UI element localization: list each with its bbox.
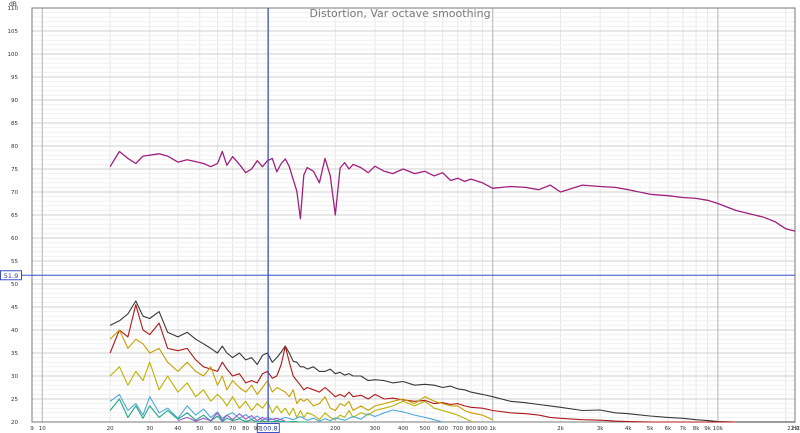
y-tick-label-0: 110 <box>8 6 19 12</box>
series-line-4 <box>109 361 472 422</box>
x-tick-label-23: 6k <box>665 426 672 432</box>
x-tick-label-27: 10k <box>713 426 724 432</box>
y-tick-label-17: 25 <box>11 397 18 403</box>
x-axis-unit-label: Hz <box>792 425 800 432</box>
y-tick-label-8: 70 <box>11 190 18 196</box>
x-tick-label-0: 9 <box>30 426 34 432</box>
x-tick-label-8: 80 <box>242 426 249 432</box>
x-tick-label-26: 9k <box>704 426 711 432</box>
x-tick-label-12: 400 <box>398 426 409 432</box>
y-tick-label-18: 20 <box>11 420 18 426</box>
x-tick-label-22: 5k <box>647 426 654 432</box>
x-tick-label-17: 900 <box>477 426 488 432</box>
x-tick-label-13: 500 <box>420 426 431 432</box>
x-tick-label-25: 8k <box>693 426 700 432</box>
y-tick-label-11: 55 <box>11 259 18 265</box>
y-tick-label-7: 75 <box>11 167 18 173</box>
y-tick-label-13: 45 <box>11 305 18 311</box>
x-tick-label-18: 1k <box>489 426 496 432</box>
cursor-y-readout: 51.9 <box>4 272 18 280</box>
cursor-x-readout: 100.8 <box>259 425 278 433</box>
x-axis-ticks: 9 10 20 30 40 50 60 70 80 90 200 300 400 500 600 700 800… <box>30 426 800 432</box>
series-line-1 <box>109 300 795 423</box>
series-layer <box>109 150 796 423</box>
x-tick-label-1: 10 <box>39 426 46 432</box>
series-line-0 <box>109 150 796 232</box>
x-tick-label-2: 20 <box>107 426 114 432</box>
x-tick-label-21: 4k <box>625 426 632 432</box>
y-tick-label-2: 100 <box>8 52 19 58</box>
series-line-3 <box>109 329 493 421</box>
y-tick-label-1: 105 <box>8 29 19 35</box>
cursor-layer[interactable]: 51.9 100.8 <box>0 8 795 433</box>
y-tick-label-5: 85 <box>11 121 18 127</box>
x-tick-label-7: 70 <box>229 426 236 432</box>
x-tick-label-19: 2k <box>557 426 564 432</box>
x-tick-label-10: 200 <box>330 426 341 432</box>
y-tick-label-6: 80 <box>11 144 18 150</box>
x-tick-label-14: 600 <box>437 426 448 432</box>
y-tick-label-15: 35 <box>11 351 18 357</box>
x-tick-label-6: 60 <box>214 426 221 432</box>
y-axis-unit-label: dB <box>9 1 17 8</box>
x-tick-label-9: 90 <box>254 426 261 432</box>
y-tick-label-14: 40 <box>11 328 18 334</box>
y-tick-label-4: 90 <box>11 98 18 104</box>
x-tick-label-11: 300 <box>370 426 381 432</box>
x-tick-label-16: 800 <box>466 426 477 432</box>
x-tick-label-20: 3k <box>597 426 604 432</box>
x-tick-label-15: 700 <box>453 426 464 432</box>
y-tick-label-3: 95 <box>11 75 18 81</box>
y-tick-label-10: 60 <box>11 236 18 242</box>
series-line-5 <box>109 393 443 423</box>
y-tick-label-12: 50 <box>11 282 18 288</box>
x-tick-label-28: 22.0k <box>787 426 800 432</box>
y-axis-ticks: 110 105 100 95 90 85 80 75 70 65 60 55 50 45 40 35 30 25 2… <box>8 6 19 426</box>
series-line-7 <box>177 412 286 422</box>
cursor-y-readout-box <box>0 270 22 281</box>
series-line-6 <box>109 398 308 423</box>
plot-frame <box>31 7 796 423</box>
x-tick-label-4: 40 <box>174 426 181 432</box>
x-tick-label-24: 7k <box>680 426 687 432</box>
x-tick-label-5: 50 <box>196 426 203 432</box>
y-tick-label-9: 65 <box>11 213 18 219</box>
chart-title: Distortion, Var octave smoothing <box>309 7 490 20</box>
x-tick-label-3: 30 <box>146 426 153 432</box>
y-tick-label-16: 30 <box>11 374 18 380</box>
